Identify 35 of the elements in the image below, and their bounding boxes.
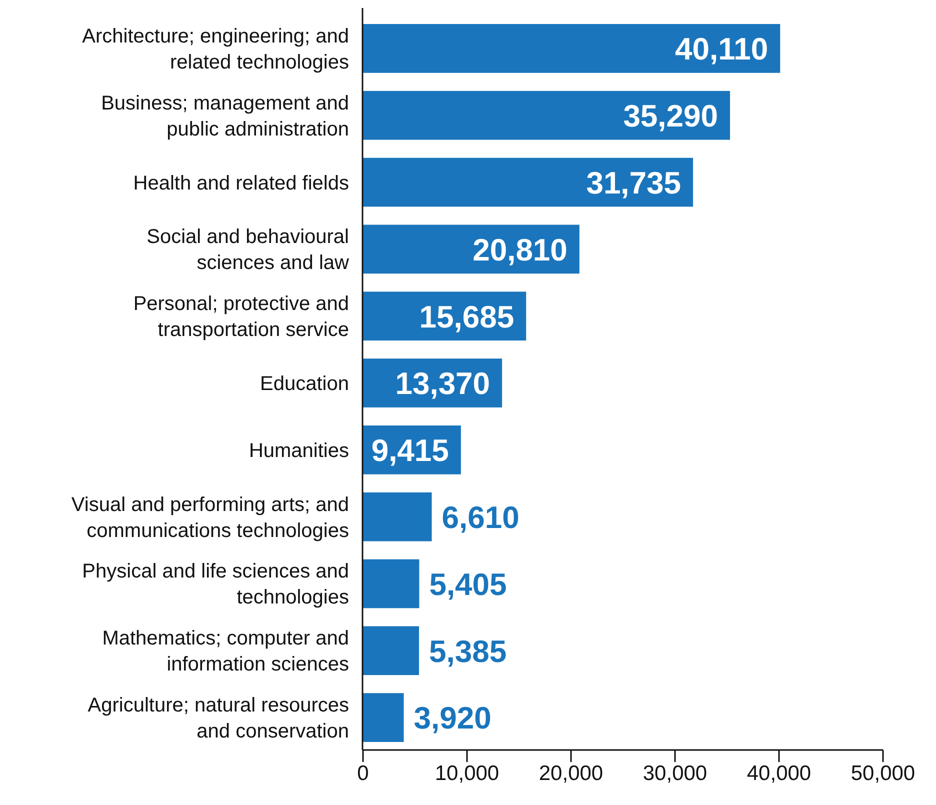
y-tick-label: Social and behavioural sciences and law [146,226,350,274]
x-tick-label: 20,000 [538,762,604,785]
data-label: 35,290 [623,98,718,134]
x-tick-label: 40,000 [746,762,812,785]
data-label: 5,385 [429,634,507,669]
bar [363,90,730,140]
y-tick-label: Mathematics; computer and information sciences [102,628,349,676]
x-tick-label: 30,000 [642,762,708,785]
x-tick-label: 0 [357,762,369,785]
x-tick-label: 10,000 [434,762,500,785]
bar [363,693,404,742]
data-label: 3,920 [414,700,492,736]
bar [363,158,694,207]
y-tick-label: Humanities [248,440,349,462]
data-label: 20,810 [472,232,568,268]
y-tick-label: Business; management and public administration [101,92,349,140]
data-label: 6,610 [442,500,520,535]
data-label: 9,415 [371,433,449,468]
y-tick-label: Physical and life sciences and technologies [82,560,349,609]
y-tick-label: Visual and performing arts; and communications technologies [71,494,349,542]
bar [363,492,432,542]
data-label: 13,370 [395,366,490,402]
y-tick-label: Health and related fields [133,172,349,194]
x-tick-label: 50,000 [850,762,916,785]
data-label: 5,405 [429,566,507,602]
y-tick-label: Personal; protective and transportation service [133,293,349,342]
y-tick-label: Agriculture; natural resources and conservation [88,694,349,743]
y-tick-label: Education [260,373,349,395]
data-label: 31,735 [586,165,682,200]
data-label: 40,110 [675,32,768,67]
bar [363,559,420,608]
data-label: 15,685 [419,299,514,334]
y-tick-label: Architecture; engineering; and related technologies [82,25,349,74]
bar [363,626,420,676]
bar [363,24,780,73]
